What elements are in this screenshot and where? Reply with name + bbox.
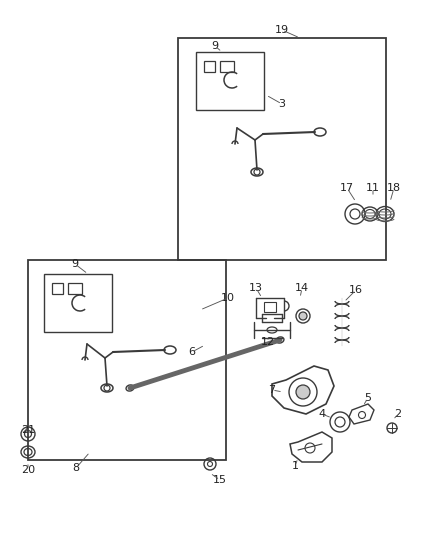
- Bar: [68, 283, 82, 294]
- Text: 6: 6: [188, 347, 195, 357]
- Bar: [204, 61, 215, 72]
- Text: 12: 12: [261, 337, 275, 347]
- Text: 3: 3: [279, 99, 286, 109]
- Text: 18: 18: [387, 183, 401, 193]
- Text: 5: 5: [364, 393, 371, 403]
- Bar: [178, 38, 386, 260]
- Text: 20: 20: [21, 465, 35, 475]
- Text: 8: 8: [72, 463, 80, 473]
- Text: 1: 1: [292, 461, 299, 471]
- Bar: [196, 52, 264, 110]
- Bar: [264, 302, 276, 312]
- Text: 2: 2: [395, 409, 402, 419]
- Text: 9: 9: [212, 41, 219, 51]
- Text: 11: 11: [366, 183, 380, 193]
- Text: 15: 15: [213, 475, 227, 485]
- Circle shape: [296, 385, 310, 399]
- Text: 9: 9: [71, 259, 78, 269]
- Text: 17: 17: [340, 183, 354, 193]
- Bar: [220, 61, 234, 72]
- Text: 10: 10: [221, 293, 235, 303]
- Text: 21: 21: [21, 425, 35, 435]
- Text: 7: 7: [268, 385, 276, 395]
- Bar: [28, 260, 226, 460]
- Ellipse shape: [299, 312, 307, 320]
- Text: 14: 14: [295, 283, 309, 293]
- Text: 16: 16: [349, 285, 363, 295]
- Text: 13: 13: [249, 283, 263, 293]
- Text: 4: 4: [318, 409, 325, 419]
- Bar: [52, 283, 63, 294]
- Text: 19: 19: [275, 25, 289, 35]
- Bar: [44, 274, 112, 332]
